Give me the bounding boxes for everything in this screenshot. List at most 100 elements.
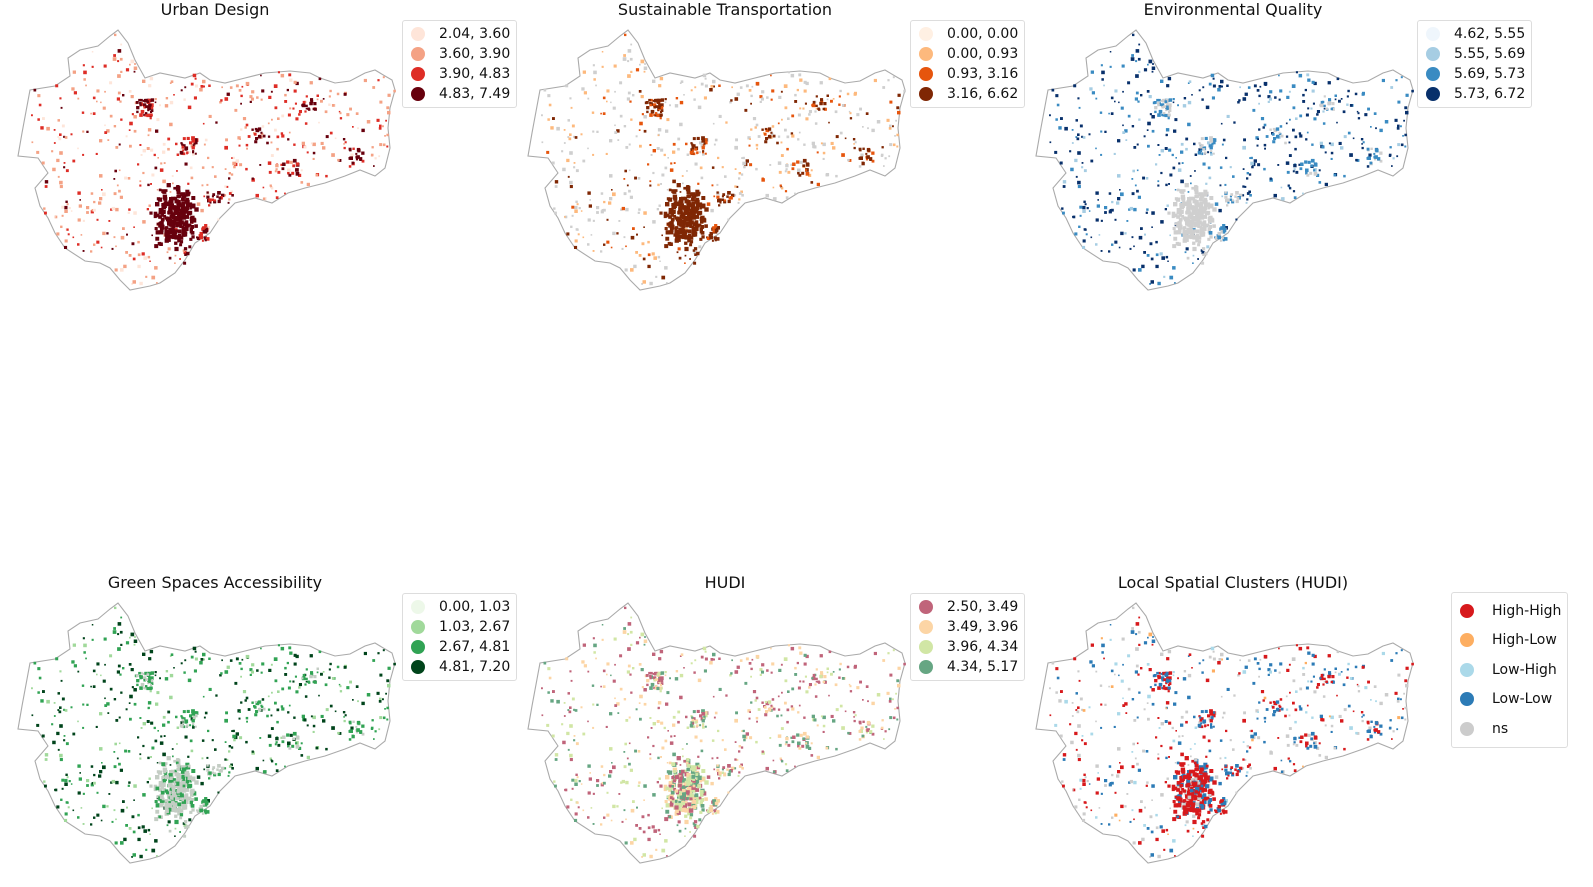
map-cell: [274, 701, 277, 705]
map-cell: [1180, 715, 1184, 719]
map-cell: [1082, 209, 1086, 213]
map-cell: [142, 220, 146, 224]
map-cell: [114, 169, 117, 173]
map-cell: [674, 202, 679, 207]
map-cell: [636, 233, 638, 236]
map-cell: [132, 853, 136, 857]
map-cell: [67, 233, 70, 236]
map-cell: [750, 102, 752, 105]
map-cell: [140, 682, 145, 687]
map-cell: [231, 730, 234, 732]
map-cell: [280, 736, 283, 739]
map-cell: [1402, 135, 1404, 137]
map-cell: [805, 172, 810, 176]
map-cell: [145, 112, 148, 115]
map-cell: [1168, 114, 1171, 117]
map-cell: [1127, 114, 1131, 118]
map-cell: [31, 114, 33, 117]
map-cell: [1155, 253, 1159, 257]
map-cell: [571, 205, 575, 209]
map-cell: [1074, 158, 1078, 163]
map-cell: [698, 818, 702, 822]
map-cell: [603, 773, 606, 777]
map-cell: [554, 185, 558, 188]
map-cell: [683, 782, 687, 786]
map-cell: [685, 781, 690, 786]
map-cell: [691, 718, 695, 722]
map-cell: [284, 765, 286, 768]
map-cell: [173, 94, 175, 96]
map-cell: [1179, 189, 1184, 194]
map-cell: [1165, 707, 1168, 710]
map-cell: [647, 264, 651, 269]
map-cell: [186, 724, 189, 727]
map-cell: [149, 211, 153, 215]
map-cell: [81, 111, 85, 114]
map-cell: [1259, 85, 1262, 88]
map-cell: [1185, 210, 1190, 215]
map-cell: [156, 222, 160, 226]
map-cell: [146, 208, 149, 211]
map-cell: [1318, 169, 1321, 172]
legend-entry: 0.00, 0.93: [919, 44, 1018, 64]
map-cell: [1182, 216, 1186, 220]
map-cell: [1280, 197, 1284, 200]
map-cell: [657, 828, 661, 832]
map-cell: [378, 127, 382, 130]
map-cell: [632, 667, 635, 670]
map-cell: [1113, 725, 1116, 728]
map-cell: [387, 93, 391, 97]
map-cell: [848, 110, 851, 113]
map-cell: [1207, 206, 1210, 210]
map-cell: [853, 146, 856, 150]
map-cell: [1079, 214, 1082, 217]
map-cell: [91, 782, 95, 785]
map-cell: [637, 784, 640, 787]
map-cell: [1316, 683, 1320, 687]
map-cell: [1205, 202, 1210, 207]
map-cell: [1334, 98, 1337, 101]
map-cell: [221, 86, 223, 89]
map-cell: [338, 683, 341, 686]
map-cell: [1174, 118, 1178, 122]
map-cell: [697, 211, 702, 216]
map-cell: [1265, 135, 1269, 138]
map-cell: [814, 695, 818, 698]
map-cell: [71, 660, 75, 664]
map-cell: [1333, 173, 1337, 177]
map-cell: [173, 230, 177, 235]
map-cell: [99, 770, 103, 774]
map-cell: [633, 837, 637, 842]
map-cell: [649, 281, 653, 286]
map-cell: [1108, 250, 1111, 253]
map-cell: [168, 807, 172, 812]
map-cell: [378, 155, 381, 158]
map-cell: [573, 708, 576, 711]
map-cell: [356, 155, 360, 159]
map-cell: [743, 165, 746, 169]
map-cell: [1203, 200, 1207, 203]
map-cell: [82, 130, 85, 133]
legend-entry: 2.50, 3.49: [919, 597, 1018, 617]
map-cell: [230, 173, 234, 176]
map-cell: [865, 112, 869, 115]
map-cell: [165, 236, 169, 241]
map-cell: [1221, 768, 1224, 771]
map-cell: [761, 178, 765, 182]
map-cell: [163, 735, 166, 737]
map-cell: [1267, 668, 1271, 672]
map-cell: [1134, 97, 1138, 101]
map-cell: [128, 129, 131, 131]
map-cell: [601, 65, 604, 68]
map-cell: [1262, 126, 1265, 129]
map-cell: [261, 705, 264, 709]
map-legend: 2.04, 3.60 3.60, 3.90 3.90, 4.83 4.83, 7.49: [402, 20, 518, 108]
map-cell: [778, 170, 782, 174]
map-cell: [169, 122, 173, 127]
map-cell: [778, 668, 782, 672]
map-cell: [366, 693, 371, 697]
map-cell: [194, 152, 197, 155]
map-cell: [1298, 132, 1302, 135]
map-cell: [798, 73, 802, 77]
map-cell: [1190, 755, 1192, 758]
